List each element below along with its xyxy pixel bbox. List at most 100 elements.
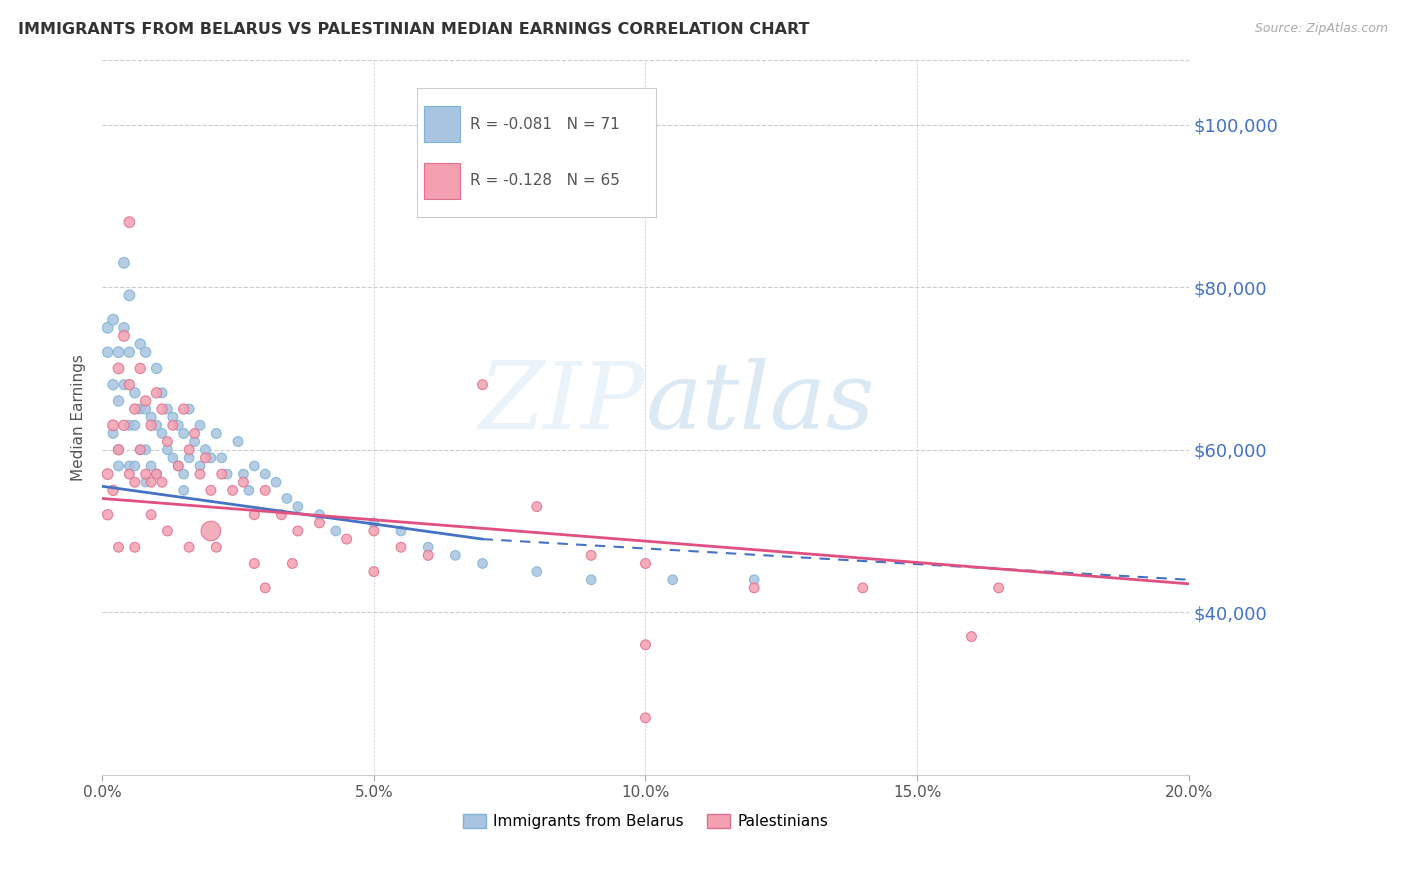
Point	[276, 491, 298, 506]
Point	[124, 540, 146, 554]
Point	[135, 442, 157, 457]
Point	[254, 467, 277, 481]
Point	[97, 467, 120, 481]
Point	[444, 549, 467, 563]
Point	[308, 516, 330, 530]
Point	[254, 581, 277, 595]
Point	[124, 418, 146, 433]
Point	[960, 630, 983, 644]
Point	[145, 385, 167, 400]
Point	[173, 426, 195, 441]
Point	[156, 434, 179, 449]
Point	[243, 458, 266, 473]
Point	[112, 377, 135, 392]
Point	[107, 442, 129, 457]
Point	[211, 467, 233, 481]
Point	[156, 524, 179, 538]
Point	[101, 418, 124, 433]
Point	[129, 361, 152, 376]
Legend: Immigrants from Belarus, Palestinians: Immigrants from Belarus, Palestinians	[457, 808, 834, 835]
Point	[135, 402, 157, 417]
Point	[200, 483, 222, 498]
Point	[129, 442, 152, 457]
Point	[129, 402, 152, 417]
Point	[101, 426, 124, 441]
Point	[150, 385, 173, 400]
Point	[124, 385, 146, 400]
Point	[742, 581, 765, 595]
Point	[742, 573, 765, 587]
Point	[118, 288, 141, 302]
Point	[124, 402, 146, 417]
Point	[162, 450, 184, 465]
Point	[118, 345, 141, 359]
Point	[217, 467, 239, 481]
Point	[418, 549, 440, 563]
Point	[579, 573, 602, 587]
Text: IMMIGRANTS FROM BELARUS VS PALESTINIAN MEDIAN EARNINGS CORRELATION CHART: IMMIGRANTS FROM BELARUS VS PALESTINIAN M…	[18, 22, 810, 37]
Point	[363, 516, 385, 530]
Point	[281, 557, 304, 571]
Point	[173, 483, 195, 498]
Point	[179, 450, 201, 465]
Point	[107, 540, 129, 554]
Point	[107, 361, 129, 376]
Point	[232, 475, 254, 490]
Point	[418, 540, 440, 554]
Point	[188, 467, 211, 481]
Point	[112, 329, 135, 343]
Point	[183, 426, 205, 441]
Point	[221, 483, 243, 498]
Point	[139, 508, 162, 522]
Point	[188, 458, 211, 473]
Point	[107, 442, 129, 457]
Text: ZIP: ZIP	[479, 358, 645, 448]
Point	[135, 475, 157, 490]
Point	[634, 557, 657, 571]
Point	[226, 434, 249, 449]
Point	[579, 549, 602, 563]
Point	[287, 524, 309, 538]
Point	[167, 458, 190, 473]
Point	[118, 467, 141, 481]
Point	[179, 442, 201, 457]
Point	[145, 361, 167, 376]
Point	[97, 345, 120, 359]
Point	[112, 256, 135, 270]
Point	[129, 337, 152, 351]
Point	[107, 393, 129, 408]
Point	[634, 711, 657, 725]
Point	[200, 524, 222, 538]
Point	[156, 442, 179, 457]
Point	[232, 467, 254, 481]
Point	[211, 450, 233, 465]
Point	[139, 458, 162, 473]
Text: atlas: atlas	[645, 358, 875, 448]
Point	[173, 467, 195, 481]
Point	[124, 458, 146, 473]
Point	[150, 426, 173, 441]
Point	[194, 450, 217, 465]
Point	[205, 540, 228, 554]
Point	[97, 320, 120, 334]
Point	[162, 418, 184, 433]
Point	[97, 508, 120, 522]
Point	[101, 483, 124, 498]
Point	[101, 312, 124, 326]
Text: Source: ZipAtlas.com: Source: ZipAtlas.com	[1254, 22, 1388, 36]
Point	[135, 393, 157, 408]
Point	[389, 524, 412, 538]
Point	[526, 500, 548, 514]
Point	[101, 377, 124, 392]
Point	[471, 557, 494, 571]
Point	[145, 418, 167, 433]
Point	[112, 320, 135, 334]
Point	[179, 402, 201, 417]
Point	[188, 418, 211, 433]
Point	[194, 442, 217, 457]
Point	[264, 475, 287, 490]
Point	[139, 475, 162, 490]
Point	[162, 410, 184, 425]
Point	[363, 524, 385, 538]
Point	[173, 402, 195, 417]
